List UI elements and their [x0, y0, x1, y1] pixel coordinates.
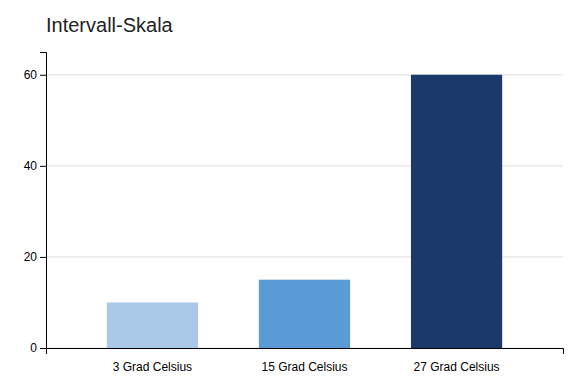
- axis-line: [40, 53, 47, 349]
- bar: [259, 280, 350, 348]
- tick-label: 60: [24, 68, 38, 82]
- tick: 0: [30, 341, 46, 355]
- bar: [107, 302, 198, 348]
- title: Intervall-Skala: [46, 14, 174, 36]
- tick-label: 15 Grad Celsius: [261, 360, 347, 374]
- tick-label: 3 Grad Celsius: [113, 360, 192, 374]
- x-axis: 3 Grad Celsius 15 Grad Celsius 27 Grad Cel…: [47, 349, 564, 375]
- chart-container: 3 Grad Celsius 15 Grad Celsius 27 Grad Cel…: [0, 0, 583, 388]
- tick-mark: [40, 348, 46, 349]
- tick: 27 Grad Celsius: [414, 360, 500, 374]
- tick-mark: [40, 257, 46, 258]
- tick: 20: [24, 250, 46, 264]
- bar: [411, 75, 502, 348]
- tick-label: 0: [30, 341, 37, 355]
- axis-line: [47, 349, 564, 355]
- chart: 3 Grad Celsius 15 Grad Celsius 27 Grad Cel…: [0, 0, 583, 388]
- tick: 40: [24, 159, 46, 173]
- tick: 3 Grad Celsius: [113, 360, 192, 374]
- tick: 15 Grad Celsius: [261, 360, 347, 374]
- tick-label: 40: [24, 159, 38, 173]
- tick: 60: [24, 68, 46, 82]
- grid: [46, 75, 563, 348]
- plot-area: [107, 75, 502, 348]
- tick-mark: [40, 75, 46, 76]
- y-axis: 0 20 40 60: [24, 53, 47, 356]
- tick-label: 20: [24, 250, 38, 264]
- tick-mark: [40, 166, 46, 167]
- tick-label: 27 Grad Celsius: [414, 360, 500, 374]
